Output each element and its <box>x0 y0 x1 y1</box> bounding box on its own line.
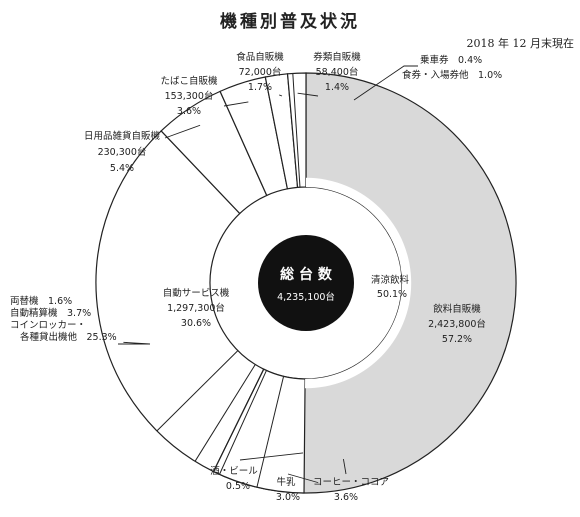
label-daily-goods-percent: 5.4% <box>110 163 134 174</box>
label-alcohol-percent: 0.5% <box>226 481 250 492</box>
label-daily-goods-name: 日用品雑貨自販機 <box>84 130 161 142</box>
label-food-percent: 1.7% <box>248 82 272 93</box>
label-soft-drink-percent: 50.1% <box>377 289 407 300</box>
label-ticket-percent: 1.4% <box>325 82 349 93</box>
label-coffee-percent: 3.6% <box>334 492 358 503</box>
label-tobacco-name: たばこ自販機 <box>160 75 218 87</box>
label-food-count: 72,000台 <box>239 66 282 78</box>
label-milk-percent: 3.0% <box>276 492 300 503</box>
label-service-name: 自動サービス機 <box>163 287 230 299</box>
label-service-sub-1: 両替機 1.6% <box>10 295 72 307</box>
label-milk-name: 牛乳 <box>276 476 296 488</box>
label-beverage-name: 飲料自販機 <box>433 303 481 315</box>
label-beverage-percent: 57.2% <box>442 334 472 345</box>
label-food-name: 食品自販機 <box>236 51 284 63</box>
label-daily-goods-count: 230,300台 <box>98 146 147 158</box>
label-beverage-count: 2,423,800台 <box>428 318 486 330</box>
label-tobacco-count: 153,300台 <box>165 90 214 102</box>
chart-title: 機種別普及状況 <box>220 11 360 32</box>
label-ticket-sub-1: 乗車券 0.4% <box>420 54 482 66</box>
label-ticket-count: 58,400台 <box>316 66 359 78</box>
label-tobacco-percent: 3.6% <box>177 106 201 117</box>
label-ticket-name: 券類自販機 <box>313 51 361 63</box>
label-service-count: 1,297,300台 <box>167 302 225 314</box>
label-service-sub-3: コインロッカー・ <box>10 320 86 331</box>
label-ticket-sub-2: 食券・入場券他 1.0% <box>402 69 502 81</box>
label-service-sub-4: 各種貸出機他 25.3% <box>20 331 117 343</box>
label-service-sub-2: 自動精算機 3.7% <box>10 307 91 319</box>
center-title: 総 台 数 <box>280 266 333 283</box>
label-alcohol-name: 酒・ビール <box>210 466 258 477</box>
label-service-percent: 30.6% <box>181 318 211 329</box>
label-coffee-name: コーヒー・ココア <box>313 477 389 488</box>
date-note: 2018 年 12 月末現在 <box>467 36 574 50</box>
center-total: 4,235,100台 <box>277 291 335 303</box>
center-disc <box>258 235 354 331</box>
label-soft-drink-name: 清涼飲料 <box>371 274 410 286</box>
